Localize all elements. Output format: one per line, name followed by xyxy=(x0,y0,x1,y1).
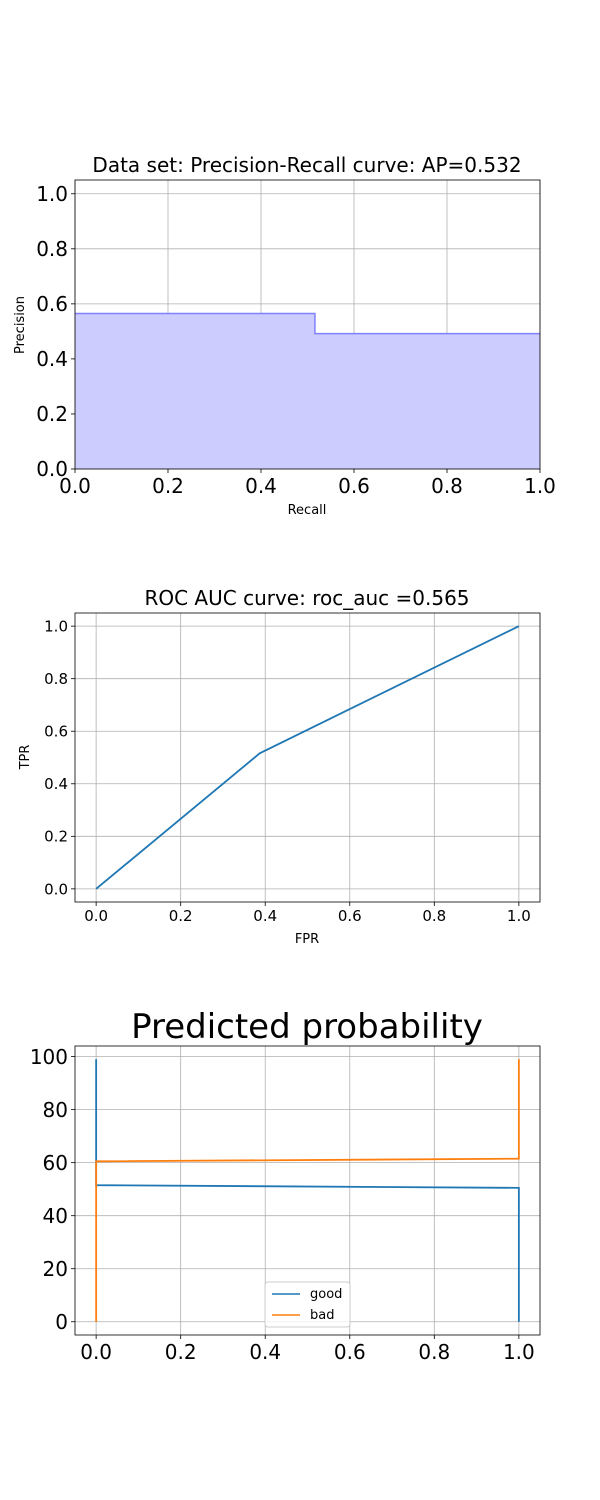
prob-y-tick-label: 20 xyxy=(43,1257,68,1281)
roc-x-tick-label: 0.6 xyxy=(338,907,362,925)
pr-y-tick-label: 1.0 xyxy=(36,182,68,206)
roc-x-axis-label: FPR xyxy=(295,932,319,947)
prob-y-axis: 0 20 40 60 80 100 xyxy=(30,1045,75,1334)
pr-x-tick-label: 0.6 xyxy=(338,474,370,498)
prob-y-tick-label: 80 xyxy=(43,1098,68,1122)
prob-chart-title: Predicted probability xyxy=(131,1007,483,1047)
pr-x-tick-label: 1.0 xyxy=(524,474,556,498)
legend-good-label: good xyxy=(310,1287,342,1302)
prob-series-line-good xyxy=(95,1059,520,1322)
predicted-probability-chart: Predicted probability 0.0 0.2 0.4 0.6 0.8 1.0… xyxy=(30,1007,541,1364)
pr-y-tick-label: 0.2 xyxy=(36,402,68,426)
prob-series-group xyxy=(95,1059,520,1322)
pr-y-axis: 0.0 0.2 0.4 0.6 0.8 1.0 xyxy=(36,182,75,481)
pr-x-tick-label: 0.8 xyxy=(431,474,463,498)
pr-x-axis: 0.0 0.2 0.4 0.6 0.8 1.0 xyxy=(59,469,556,498)
prob-x-tick-label: 0.8 xyxy=(418,1340,450,1364)
pr-chart-title: Data set: Precision-Recall curve: AP=0.5… xyxy=(92,153,521,177)
prob-plot-frame xyxy=(74,1045,541,1336)
roc-x-tick-label: 0.8 xyxy=(422,907,446,925)
roc-x-tick-label: 1.0 xyxy=(507,907,531,925)
prob-x-tick-label: 0.4 xyxy=(249,1340,281,1364)
prob-x-axis: 0.0 0.2 0.4 0.6 0.8 1.0 xyxy=(80,1335,535,1364)
roc-chart-title: ROC AUC curve: roc_auc =0.565 xyxy=(144,586,469,610)
precision-recall-chart: Data set: Precision-Recall curve: AP=0.5… xyxy=(13,153,556,518)
pr-plot-frame xyxy=(74,179,541,470)
prob-legend: good bad xyxy=(264,1281,351,1328)
pr-x-tick-label: 0.4 xyxy=(245,474,277,498)
pr-x-tick-label: 0.2 xyxy=(152,474,184,498)
roc-y-tick-label: 0.2 xyxy=(44,828,68,846)
prob-x-tick-label: 1.0 xyxy=(503,1340,535,1364)
pr-y-tick-label: 0.6 xyxy=(36,292,68,316)
roc-series-line-0 xyxy=(95,625,520,890)
roc-x-tick-label: 0.2 xyxy=(169,907,193,925)
roc-series-group xyxy=(95,625,520,890)
roc-y-tick-label: 0.8 xyxy=(44,670,68,688)
prob-y-tick-label: 100 xyxy=(30,1045,68,1069)
roc-auc-chart: ROC AUC curve: roc_auc =0.565 0.0 0.2 0.4 0… xyxy=(18,586,541,947)
roc-y-axis-label: TPR xyxy=(18,745,33,771)
legend-bad-label: bad xyxy=(310,1308,334,1323)
prob-y-tick-label: 0 xyxy=(55,1310,68,1334)
prob-x-tick-label: 0.2 xyxy=(165,1340,197,1364)
pr-y-tick-label: 0.8 xyxy=(36,237,68,261)
roc-y-tick-label: 1.0 xyxy=(44,618,68,636)
pr-y-tick-label: 0.0 xyxy=(36,457,68,481)
roc-y-tick-label: 0.0 xyxy=(44,880,68,898)
pr-x-tick-label: 0.0 xyxy=(59,474,91,498)
roc-y-axis: 0.0 0.2 0.4 0.6 0.8 1.0 xyxy=(44,618,75,898)
prob-x-tick-label: 0.6 xyxy=(334,1340,366,1364)
roc-gridlines xyxy=(75,613,540,902)
pr-x-axis-label: Recall xyxy=(288,503,327,518)
pr-step-line xyxy=(75,312,540,335)
roc-y-tick-label: 0.4 xyxy=(44,775,68,793)
roc-x-axis: 0.0 0.2 0.4 0.6 0.8 1.0 xyxy=(84,902,531,925)
pr-area-fill xyxy=(75,313,540,469)
roc-plot-frame xyxy=(74,612,541,903)
roc-x-tick-label: 0.4 xyxy=(253,907,277,925)
prob-y-tick-label: 40 xyxy=(43,1204,68,1228)
prob-y-tick-label: 60 xyxy=(43,1151,68,1175)
pr-y-axis-label: Precision xyxy=(13,296,28,354)
roc-x-tick-label: 0.0 xyxy=(84,907,108,925)
prob-x-tick-label: 0.0 xyxy=(80,1340,112,1364)
prob-series-line-bad xyxy=(95,1059,520,1322)
roc-y-tick-label: 0.6 xyxy=(44,723,68,741)
pr-y-tick-label: 0.4 xyxy=(36,347,68,371)
